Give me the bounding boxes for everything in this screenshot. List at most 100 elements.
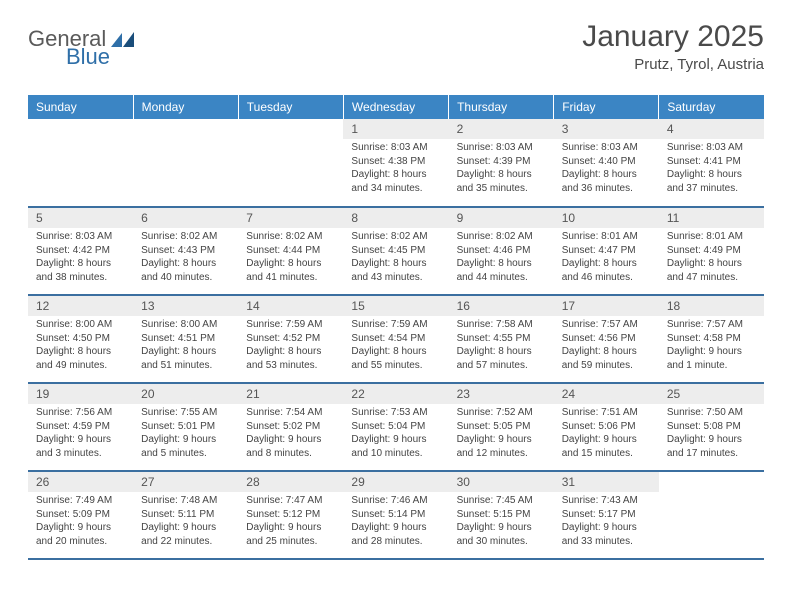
day-cell: 20Sunrise: 7:55 AMSunset: 5:01 PMDayligh…: [133, 383, 238, 471]
sunrise-line: Sunrise: 8:02 AM: [457, 230, 546, 244]
sunrise-line: Sunrise: 8:03 AM: [457, 141, 546, 155]
daylight-line: Daylight: 8 hours and 43 minutes.: [351, 257, 440, 284]
sunrise-line: Sunrise: 7:50 AM: [667, 406, 756, 420]
day-cell: 31Sunrise: 7:43 AMSunset: 5:17 PMDayligh…: [554, 471, 659, 559]
sunset-line: Sunset: 4:45 PM: [351, 244, 440, 258]
day-cell: 23Sunrise: 7:52 AMSunset: 5:05 PMDayligh…: [449, 383, 554, 471]
day-info: Sunrise: 7:49 AMSunset: 5:09 PMDaylight:…: [28, 492, 133, 552]
day-number: 15: [343, 296, 448, 316]
daylight-line: Daylight: 9 hours and 28 minutes.: [351, 521, 440, 548]
day-info: Sunrise: 7:45 AMSunset: 5:15 PMDaylight:…: [449, 492, 554, 552]
sunrise-line: Sunrise: 8:02 AM: [351, 230, 440, 244]
day-info: Sunrise: 8:03 AMSunset: 4:40 PMDaylight:…: [554, 139, 659, 199]
sunset-line: Sunset: 4:50 PM: [36, 332, 125, 346]
sunrise-line: Sunrise: 7:52 AM: [457, 406, 546, 420]
day-info: Sunrise: 7:56 AMSunset: 4:59 PMDaylight:…: [28, 404, 133, 464]
day-cell: 9Sunrise: 8:02 AMSunset: 4:46 PMDaylight…: [449, 207, 554, 295]
calendar-table: Sunday Monday Tuesday Wednesday Thursday…: [28, 95, 764, 560]
daylight-line: Daylight: 9 hours and 3 minutes.: [36, 433, 125, 460]
sunset-line: Sunset: 4:42 PM: [36, 244, 125, 258]
sunset-line: Sunset: 4:40 PM: [562, 155, 651, 169]
sunrise-line: Sunrise: 8:00 AM: [36, 318, 125, 332]
week-row: 12Sunrise: 8:00 AMSunset: 4:50 PMDayligh…: [28, 295, 764, 383]
day-cell: 18Sunrise: 7:57 AMSunset: 4:58 PMDayligh…: [659, 295, 764, 383]
sunset-line: Sunset: 4:51 PM: [141, 332, 230, 346]
day-info: Sunrise: 8:00 AMSunset: 4:51 PMDaylight:…: [133, 316, 238, 376]
sunrise-line: Sunrise: 7:51 AM: [562, 406, 651, 420]
sunset-line: Sunset: 5:08 PM: [667, 420, 756, 434]
day-cell: 14Sunrise: 7:59 AMSunset: 4:52 PMDayligh…: [238, 295, 343, 383]
day-header: Wednesday: [343, 95, 448, 119]
day-number: 20: [133, 384, 238, 404]
day-number: 24: [554, 384, 659, 404]
day-number: 5: [28, 208, 133, 228]
day-cell: 19Sunrise: 7:56 AMSunset: 4:59 PMDayligh…: [28, 383, 133, 471]
day-cell: 30Sunrise: 7:45 AMSunset: 5:15 PMDayligh…: [449, 471, 554, 559]
day-cell: 2 Sunrise: 8:03 AMSunset: 4:39 PMDaylight…: [449, 119, 554, 207]
daylight-line: Daylight: 9 hours and 20 minutes.: [36, 521, 125, 548]
day-cell: 27Sunrise: 7:48 AMSunset: 5:11 PMDayligh…: [133, 471, 238, 559]
day-info: Sunrise: 8:03 AMSunset: 4:38 PMDaylight:…: [343, 139, 448, 199]
daylight-line: Daylight: 8 hours and 47 minutes.: [667, 257, 756, 284]
logo-mark-icon: [110, 29, 136, 49]
day-cell: 6Sunrise: 8:02 AMSunset: 4:43 PMDaylight…: [133, 207, 238, 295]
day-number: 1: [343, 119, 448, 139]
day-cell: 1Sunrise: 8:03 AMSunset: 4:38 PMDaylight…: [343, 119, 448, 207]
day-number: 2: [449, 119, 554, 139]
day-info: Sunrise: 7:57 AMSunset: 4:56 PMDaylight:…: [554, 316, 659, 376]
sunset-line: Sunset: 5:02 PM: [246, 420, 335, 434]
sunset-line: Sunset: 5:12 PM: [246, 508, 335, 522]
day-header: Tuesday: [238, 95, 343, 119]
daylight-line: Daylight: 8 hours and 49 minutes.: [36, 345, 125, 372]
sunrise-line: Sunrise: 7:43 AM: [562, 494, 651, 508]
day-number: 10: [554, 208, 659, 228]
sunrise-line: Sunrise: 7:59 AM: [351, 318, 440, 332]
sunset-line: Sunset: 5:09 PM: [36, 508, 125, 522]
sunset-line: Sunset: 4:52 PM: [246, 332, 335, 346]
day-cell: 5 Sunrise: 8:03 AMSunset: 4:42 PMDaylight…: [28, 207, 133, 295]
day-cell: 4Sunrise: 8:03 AMSunset: 4:41 PMDaylight…: [659, 119, 764, 207]
daylight-line: Daylight: 8 hours and 38 minutes.: [36, 257, 125, 284]
day-number: 8: [343, 208, 448, 228]
day-number: 31: [554, 472, 659, 492]
daylight-line: Daylight: 8 hours and 35 minutes.: [457, 168, 546, 195]
day-cell: 11Sunrise: 8:01 AMSunset: 4:49 PMDayligh…: [659, 207, 764, 295]
day-number: 13: [133, 296, 238, 316]
sunrise-line: Sunrise: 8:00 AM: [141, 318, 230, 332]
daylight-line: Daylight: 9 hours and 22 minutes.: [141, 521, 230, 548]
day-number: 30: [449, 472, 554, 492]
daylight-line: Daylight: 9 hours and 30 minutes.: [457, 521, 546, 548]
day-number: 19: [28, 384, 133, 404]
day-info: Sunrise: 7:47 AMSunset: 5:12 PMDaylight:…: [238, 492, 343, 552]
sunset-line: Sunset: 4:39 PM: [457, 155, 546, 169]
sunrise-line: Sunrise: 7:49 AM: [36, 494, 125, 508]
sunrise-line: Sunrise: 7:46 AM: [351, 494, 440, 508]
daylight-line: Daylight: 8 hours and 40 minutes.: [141, 257, 230, 284]
day-header: Thursday: [449, 95, 554, 119]
daylight-line: Daylight: 9 hours and 10 minutes.: [351, 433, 440, 460]
daylight-line: Daylight: 8 hours and 53 minutes.: [246, 345, 335, 372]
header-row: General January 2025 Prutz, Tyrol, Austr…: [28, 20, 764, 73]
daylight-line: Daylight: 8 hours and 46 minutes.: [562, 257, 651, 284]
day-cell: 28Sunrise: 7:47 AMSunset: 5:12 PMDayligh…: [238, 471, 343, 559]
sunset-line: Sunset: 4:56 PM: [562, 332, 651, 346]
sunset-line: Sunset: 4:38 PM: [351, 155, 440, 169]
sunset-line: Sunset: 5:01 PM: [141, 420, 230, 434]
day-number: 22: [343, 384, 448, 404]
day-cell: 15Sunrise: 7:59 AMSunset: 4:54 PMDayligh…: [343, 295, 448, 383]
location: Prutz, Tyrol, Austria: [582, 56, 764, 73]
day-info: Sunrise: 7:50 AMSunset: 5:08 PMDaylight:…: [659, 404, 764, 464]
day-number: 18: [659, 296, 764, 316]
day-info: Sunrise: 7:52 AMSunset: 5:05 PMDaylight:…: [449, 404, 554, 464]
sunrise-line: Sunrise: 8:03 AM: [36, 230, 125, 244]
sunset-line: Sunset: 5:15 PM: [457, 508, 546, 522]
sunrise-line: Sunrise: 7:48 AM: [141, 494, 230, 508]
sunrise-line: Sunrise: 7:54 AM: [246, 406, 335, 420]
daylight-line: Daylight: 8 hours and 57 minutes.: [457, 345, 546, 372]
day-info: Sunrise: 8:01 AMSunset: 4:47 PMDaylight:…: [554, 228, 659, 288]
day-cell: 3Sunrise: 8:03 AMSunset: 4:40 PMDaylight…: [554, 119, 659, 207]
daylight-line: Daylight: 8 hours and 55 minutes.: [351, 345, 440, 372]
sunset-line: Sunset: 4:55 PM: [457, 332, 546, 346]
title-block: January 2025 Prutz, Tyrol, Austria: [582, 20, 764, 73]
day-number: 21: [238, 384, 343, 404]
